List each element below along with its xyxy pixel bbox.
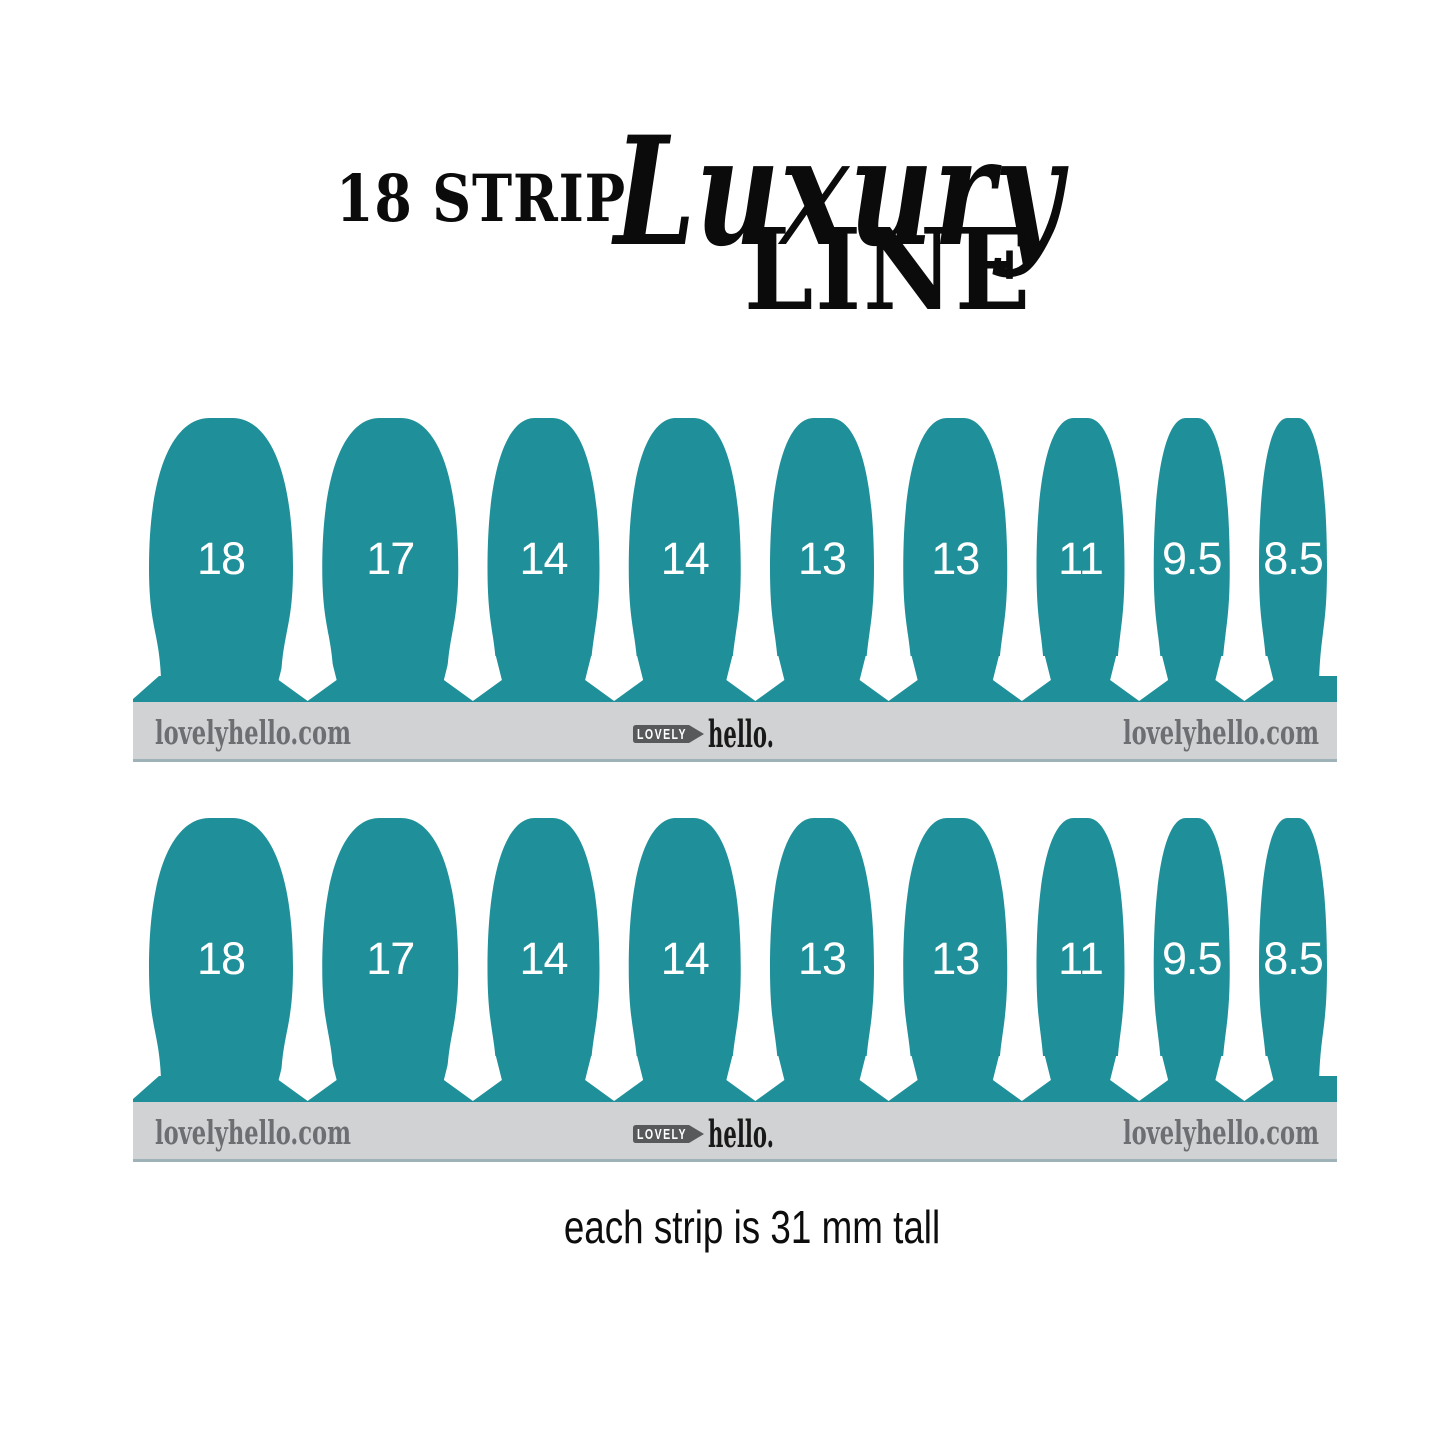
size-caption: each strip is 31 mm tall	[563, 1201, 941, 1253]
strip-size-label: 8.5	[1263, 933, 1323, 984]
lovely-badge-label: LOVELY	[637, 727, 687, 743]
nail-strip	[1259, 418, 1327, 702]
strip-gap-notch	[1110, 1056, 1169, 1101]
strip-gap-notch	[726, 656, 785, 701]
strip-gap-notch	[585, 656, 644, 701]
title-script-word: Luxury	[611, 104, 1069, 280]
strip-gap-notch	[278, 1056, 337, 1101]
strip-size-label: 14	[661, 533, 709, 584]
strip-gap-notch	[278, 656, 337, 701]
strip-size-label: 9.5	[1162, 533, 1222, 584]
hello-logo-text: hello.	[708, 1112, 774, 1156]
nail-strip	[770, 418, 874, 702]
strip-row-2: 18 17 14 14 13 13 11 9.5 8.5 lovelyhello.com lovel…	[133, 818, 1337, 1162]
site-url-right: lovelyhello.com	[1123, 1113, 1319, 1152]
brand-bar-edge	[133, 759, 1337, 762]
nail-strip	[903, 818, 1008, 1102]
strip-size-label: 17	[366, 933, 414, 984]
nail-strip	[1036, 418, 1125, 702]
lovely-badge-label: LOVELY	[637, 1127, 687, 1143]
strip-size-label: 14	[661, 933, 709, 984]
strip-base-left-notch	[133, 1076, 159, 1099]
title-block: 18 STRIP Luxury LINE	[336, 104, 1069, 336]
strip-size-label: 14	[519, 533, 567, 584]
nail-strip	[903, 418, 1008, 702]
title-suffix: LINE	[744, 205, 1032, 336]
nail-strip	[1153, 418, 1230, 702]
nail-strip	[487, 818, 600, 1102]
site-url-left: lovelyhello.com	[155, 713, 351, 752]
brand-bar-edge	[133, 1159, 1337, 1162]
strip-size-label: 14	[519, 933, 567, 984]
brand-bar	[133, 702, 1337, 762]
strip-gap-notch	[859, 1056, 918, 1101]
strip-gap-notch	[1215, 1056, 1274, 1101]
strip-base-left-notch	[133, 676, 159, 699]
title-prefix: 18 STRIP	[336, 161, 626, 237]
strip-gap-notch	[992, 1056, 1051, 1101]
strip-size-label: 13	[931, 933, 979, 984]
strip-size-label: 8.5	[1263, 533, 1323, 584]
strip-gap-notch	[443, 1056, 502, 1101]
nail-strip	[487, 418, 600, 702]
strip-size-label: 11	[1058, 533, 1103, 584]
strip-gap-notch	[1110, 656, 1169, 701]
strip-gap-notch	[726, 1056, 785, 1101]
nail-strip	[1153, 818, 1230, 1102]
lovely-badge	[633, 1125, 704, 1143]
nail-strip	[149, 818, 293, 1102]
strip-gap-notch	[585, 1056, 644, 1101]
site-url-right: lovelyhello.com	[1123, 713, 1319, 752]
strip-size-label: 18	[197, 933, 245, 984]
strip-gap-notch	[992, 656, 1051, 701]
strip-size-label: 9.5	[1162, 933, 1222, 984]
nail-strip	[1036, 818, 1125, 1102]
strip-size-label: 13	[931, 533, 979, 584]
nail-strip	[628, 818, 741, 1102]
nail-strip	[322, 418, 459, 702]
nail-strip	[1259, 818, 1327, 1102]
nail-strip	[770, 818, 874, 1102]
strip-row-1: 18 17 14 14 13 13 11 9.5 8.5 lovelyhello.com lovel…	[133, 418, 1337, 762]
nail-strip	[628, 418, 741, 702]
strip-size-label: 18	[197, 533, 245, 584]
hello-logo-text: hello.	[708, 712, 774, 756]
nail-strip	[149, 418, 293, 702]
strip-gap-notch	[443, 656, 502, 701]
strip-gap-notch	[859, 656, 918, 701]
brand-bar	[133, 1102, 1337, 1162]
strip-size-label: 11	[1058, 933, 1103, 984]
site-url-left: lovelyhello.com	[155, 1113, 351, 1152]
strip-gap-notch	[1215, 656, 1274, 701]
lovely-badge	[633, 725, 704, 743]
strip-size-label: 13	[798, 533, 846, 584]
nail-strip	[322, 818, 459, 1102]
strip-size-label: 13	[798, 933, 846, 984]
strip-size-label: 17	[366, 533, 414, 584]
